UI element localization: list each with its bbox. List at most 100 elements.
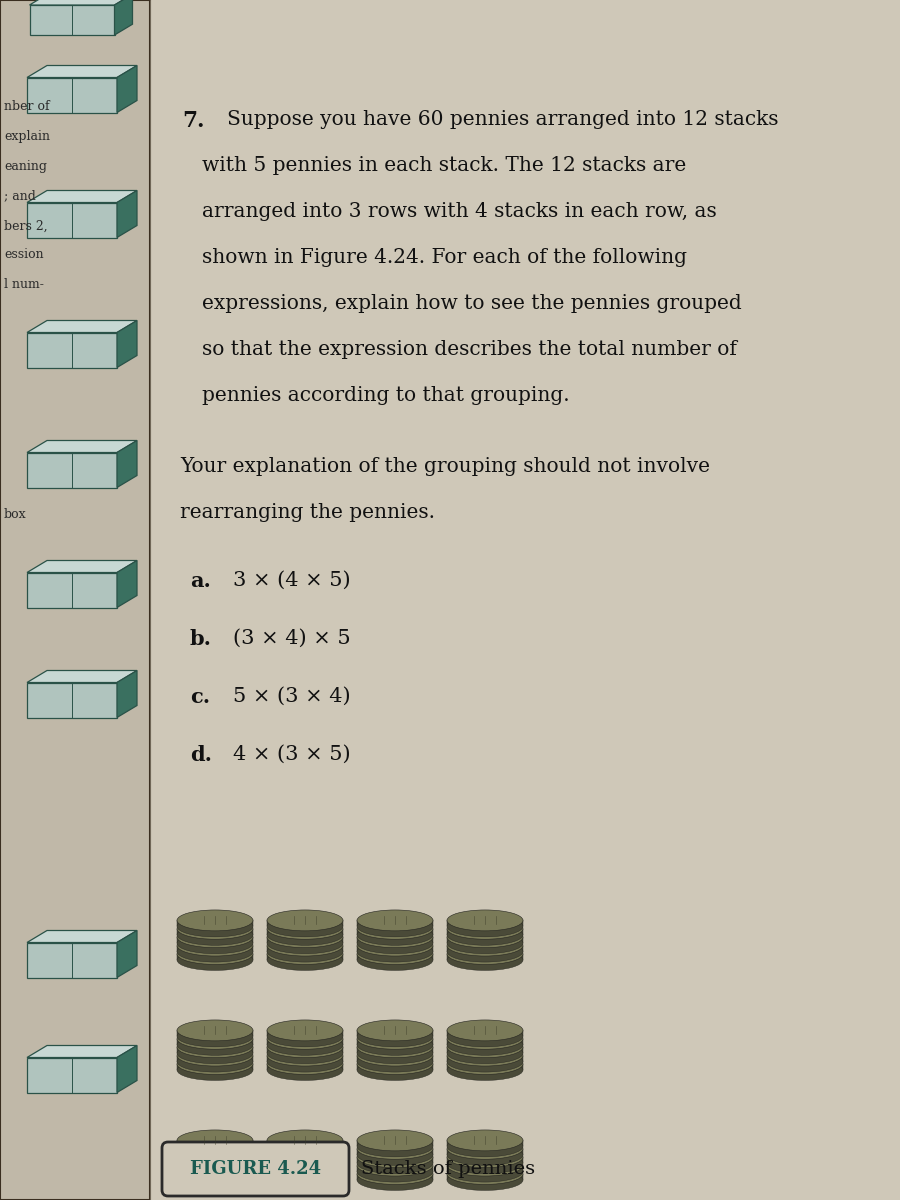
Bar	[267, 1064, 343, 1070]
Ellipse shape	[357, 932, 433, 954]
Ellipse shape	[357, 1156, 433, 1176]
Text: c.: c.	[190, 686, 210, 707]
Ellipse shape	[357, 910, 433, 931]
Bar	[447, 1048, 523, 1054]
Polygon shape	[27, 452, 117, 487]
Polygon shape	[117, 930, 137, 978]
Ellipse shape	[177, 1045, 253, 1066]
Ellipse shape	[177, 1136, 253, 1157]
Bar	[447, 1174, 523, 1180]
Text: 4 × (3 × 5): 4 × (3 × 5)	[233, 745, 351, 764]
Ellipse shape	[447, 1045, 523, 1066]
Text: 3 × (4 × 5): 3 × (4 × 5)	[233, 571, 351, 590]
Ellipse shape	[267, 1156, 343, 1176]
Ellipse shape	[177, 1147, 253, 1168]
Ellipse shape	[447, 932, 523, 954]
Bar	[177, 1165, 253, 1171]
Ellipse shape	[357, 1145, 433, 1165]
Ellipse shape	[177, 1054, 253, 1074]
Ellipse shape	[447, 1162, 523, 1182]
Bar	[357, 937, 433, 943]
Ellipse shape	[177, 916, 253, 937]
Ellipse shape	[447, 1136, 523, 1157]
Ellipse shape	[177, 1043, 253, 1063]
Polygon shape	[27, 1045, 137, 1057]
Polygon shape	[27, 683, 117, 718]
Bar	[357, 1048, 433, 1054]
Ellipse shape	[267, 1051, 343, 1072]
Text: pennies according to that grouping.: pennies according to that grouping.	[202, 386, 570, 404]
Ellipse shape	[357, 1043, 433, 1063]
Polygon shape	[27, 572, 117, 607]
Bar	[267, 1056, 343, 1062]
Ellipse shape	[267, 932, 343, 954]
Ellipse shape	[267, 1170, 343, 1190]
Text: so that the expression describes the total number of: so that the expression describes the tot…	[202, 340, 737, 359]
Ellipse shape	[447, 1130, 523, 1151]
Polygon shape	[117, 440, 137, 487]
Ellipse shape	[177, 941, 253, 962]
Polygon shape	[27, 942, 117, 978]
Bar	[267, 946, 343, 952]
Ellipse shape	[357, 949, 433, 971]
Ellipse shape	[267, 1026, 343, 1046]
Ellipse shape	[177, 926, 253, 948]
Bar	[447, 937, 523, 943]
Ellipse shape	[267, 1043, 343, 1063]
Text: bers 2,: bers 2,	[4, 220, 48, 233]
Bar	[177, 1174, 253, 1180]
Bar	[177, 1148, 253, 1154]
Ellipse shape	[447, 926, 523, 948]
Ellipse shape	[177, 1051, 253, 1072]
Ellipse shape	[267, 1162, 343, 1182]
Ellipse shape	[177, 932, 253, 954]
Bar	[267, 1048, 343, 1054]
Ellipse shape	[177, 1034, 253, 1055]
Bar	[177, 1140, 253, 1146]
Bar	[177, 937, 253, 943]
Bar	[447, 1031, 523, 1037]
Bar	[357, 954, 433, 960]
Polygon shape	[117, 320, 137, 367]
Text: with 5 pennies in each stack. The 12 stacks are: with 5 pennies in each stack. The 12 sta…	[202, 156, 686, 175]
Bar	[447, 1039, 523, 1045]
Text: arranged into 3 rows with 4 stacks in each row, as: arranged into 3 rows with 4 stacks in ea…	[202, 202, 716, 221]
Ellipse shape	[267, 918, 343, 940]
Text: shown in Figure 4.24. For each of the following: shown in Figure 4.24. For each of the fo…	[202, 248, 687, 266]
Ellipse shape	[267, 935, 343, 956]
Bar	[267, 1165, 343, 1171]
Bar	[447, 954, 523, 960]
Ellipse shape	[267, 1037, 343, 1057]
Bar	[357, 1165, 433, 1171]
Bar	[357, 1031, 433, 1037]
Ellipse shape	[177, 1060, 253, 1080]
Bar	[177, 946, 253, 952]
Polygon shape	[27, 671, 137, 683]
Text: Suppose you have 60 pennies arranged into 12 stacks: Suppose you have 60 pennies arranged int…	[227, 110, 778, 128]
Polygon shape	[27, 191, 137, 203]
Ellipse shape	[267, 1054, 343, 1074]
Ellipse shape	[357, 1130, 433, 1151]
Ellipse shape	[447, 918, 523, 940]
Text: l num-: l num-	[4, 278, 44, 292]
Ellipse shape	[447, 949, 523, 971]
Polygon shape	[27, 78, 117, 113]
Bar	[447, 946, 523, 952]
Ellipse shape	[177, 1130, 253, 1151]
Bar	[357, 1140, 433, 1146]
Ellipse shape	[357, 943, 433, 965]
Text: nber of: nber of	[4, 100, 50, 113]
Bar	[267, 929, 343, 935]
Ellipse shape	[357, 941, 433, 962]
Bar	[267, 1174, 343, 1180]
Ellipse shape	[447, 1043, 523, 1063]
Ellipse shape	[447, 1060, 523, 1080]
Ellipse shape	[267, 916, 343, 937]
Text: expressions, explain how to see the pennies grouped: expressions, explain how to see the penn…	[202, 294, 742, 313]
Ellipse shape	[447, 1054, 523, 1074]
Bar	[267, 1031, 343, 1037]
Polygon shape	[27, 930, 137, 942]
Ellipse shape	[267, 926, 343, 948]
Ellipse shape	[447, 943, 523, 965]
Ellipse shape	[177, 943, 253, 965]
